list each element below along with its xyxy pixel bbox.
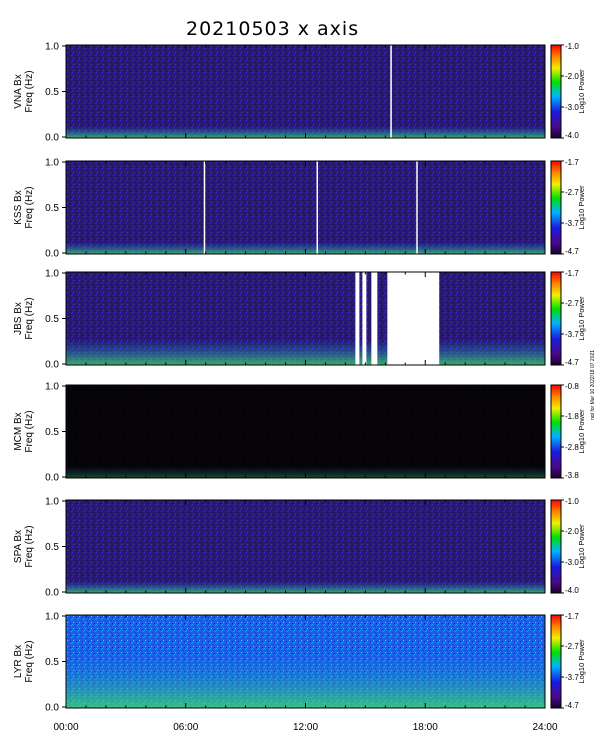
y-tick-label: 0.5 (45, 427, 59, 438)
colorbar (550, 271, 562, 366)
panel-lyr-bx: 0.0 0.5 1.0 LYR Bx Freq (Hz) -1.7 -2.7 -3.7 -4.7… (13, 612, 586, 714)
y-axis-label-station: SPA Bx (13, 530, 24, 563)
colorbar-label: Log10 Power (577, 409, 586, 454)
y-tick-label: 1.0 (45, 269, 59, 280)
colorbar-tick-label: -1.7 (565, 612, 579, 621)
x-tick-label: 00:00 (53, 722, 78, 733)
colorbar-tick-label: -1.7 (565, 269, 579, 278)
colorbar-tick-label: -1.8 (565, 412, 579, 421)
y-axis-label-station: VNA Bx (13, 74, 24, 108)
colorbar (550, 384, 562, 479)
colorbar-tick-label: -2.0 (565, 527, 579, 536)
colorbar (550, 44, 562, 139)
y-tick-label: 0.5 (45, 542, 59, 553)
colorbar-tick-label: -2.7 (565, 642, 579, 651)
x-tick-label: 12:00 (293, 722, 318, 733)
colorbar-tick-label: -1.0 (565, 497, 579, 506)
colorbar-label: Log10 Power (577, 524, 586, 569)
data-gap (316, 161, 318, 254)
colorbar-tick-label: -4.7 (565, 701, 579, 710)
spectrogram-image (66, 45, 545, 138)
y-axis-label-freq: Freq (Hz) (24, 640, 35, 682)
y-axis-label-freq: Freq (Hz) (24, 525, 35, 567)
low-frequency-band (66, 648, 545, 708)
y-tick-label: 1.0 (45, 42, 59, 53)
y-axis-label-freq: Freq (Hz) (24, 297, 35, 339)
x-tick-label: 18:00 (413, 722, 438, 733)
colorbar-label: Log10 Power (577, 69, 586, 114)
y-axis-label-station: MCM Bx (13, 412, 24, 450)
y-tick-label: 1.0 (45, 158, 59, 169)
colorbar-label: Log10 Power (577, 639, 586, 684)
y-tick-label: 0.5 (45, 203, 59, 214)
colorbar-tick-label: -4.0 (565, 131, 579, 140)
y-tick-label: 0.5 (45, 657, 59, 668)
colorbar-tick-label: -3.7 (565, 673, 579, 682)
spectrogram-image (66, 161, 545, 254)
data-gap (390, 45, 392, 138)
colorbar-tick-label: -3.0 (565, 558, 579, 567)
y-tick-label: 1.0 (45, 612, 59, 623)
y-tick-label: 1.0 (45, 497, 59, 508)
panel-kss-bx: 0.0 0.5 1.0 KSS Bx Freq (Hz) -1.7 -2.7 -3.7 -4.7… (13, 158, 586, 260)
colorbar-tick-label: -2.7 (565, 188, 579, 197)
colorbar-tick-label: -2.8 (565, 443, 579, 452)
data-gap (355, 272, 360, 365)
y-axis-label-station: KSS Bx (13, 190, 24, 224)
y-tick-label: 0.5 (45, 87, 59, 98)
y-axis-label-freq: Freq (Hz) (24, 410, 35, 452)
x-tick-label: 24:00 (532, 722, 557, 733)
y-tick-label: 0.0 (45, 133, 59, 144)
y-tick-label: 1.0 (45, 382, 59, 393)
y-axis-label-station: JBS Bx (13, 302, 24, 335)
y-tick-label: 0.0 (45, 249, 59, 260)
colorbar-tick-label: -3.0 (565, 103, 579, 112)
y-tick-label: 0.0 (45, 360, 59, 371)
x-tick-label: 06:00 (173, 722, 198, 733)
colorbar-tick-label: -4.7 (565, 247, 579, 256)
colorbar-tick-label: -4.7 (565, 358, 579, 367)
colorbar-tick-label: -1.7 (565, 158, 579, 167)
colorbar-tick-label: -2.0 (565, 72, 579, 81)
data-gap (362, 272, 367, 365)
panel-spa-bx: 0.0 0.5 1.0 SPA Bx Freq (Hz) -1.0 -2.0 -3.0 -4.0… (13, 497, 586, 599)
panel-vna-bx: 0.0 0.5 1.0 VNA Bx Freq (Hz) -1.0 -2.0 -3.0 -4.0… (13, 42, 586, 144)
data-gap (203, 161, 206, 254)
colorbar-tick-label: -3.7 (565, 219, 579, 228)
colorbar-tick-label: -0.8 (565, 382, 579, 391)
colorbar (550, 614, 562, 709)
spectrogram-image (66, 385, 545, 478)
y-tick-label: 0.0 (45, 473, 59, 484)
panel-jbs-bx: 0.0 0.5 1.0 JBS Bx Freq (Hz) -1.7 -2.7 -3.7 -4.7… (13, 269, 586, 371)
data-gap (416, 161, 418, 254)
colorbar-tick-label: -3.8 (565, 471, 579, 480)
colorbar-tick-label: -3.7 (565, 330, 579, 339)
colorbar-tick-label: -1.0 (565, 42, 579, 51)
colorbar-tick-label: -4.0 (565, 586, 579, 595)
spectrogram-image (66, 500, 545, 593)
y-axis-label-freq: Freq (Hz) (24, 186, 35, 228)
y-axis-label-freq: Freq (Hz) (24, 70, 35, 112)
data-gap (371, 272, 378, 365)
y-tick-label: 0.5 (45, 314, 59, 325)
colorbar-label: Log10 Power (577, 185, 586, 230)
colorbar-tick-label: -2.7 (565, 299, 579, 308)
colorbar (550, 160, 562, 255)
data-gap (387, 272, 440, 365)
y-tick-label: 0.0 (45, 588, 59, 599)
colorbar (550, 499, 562, 594)
panel-mcm-bx: 0.0 0.5 1.0 MCM Bx Freq (Hz) -0.8 -1.8 -2.8 -3.8… (13, 382, 586, 484)
colorbar-label: Log10 Power (577, 296, 586, 341)
y-axis-label-station: LYR Bx (13, 645, 24, 678)
y-tick-label: 0.0 (45, 703, 59, 714)
